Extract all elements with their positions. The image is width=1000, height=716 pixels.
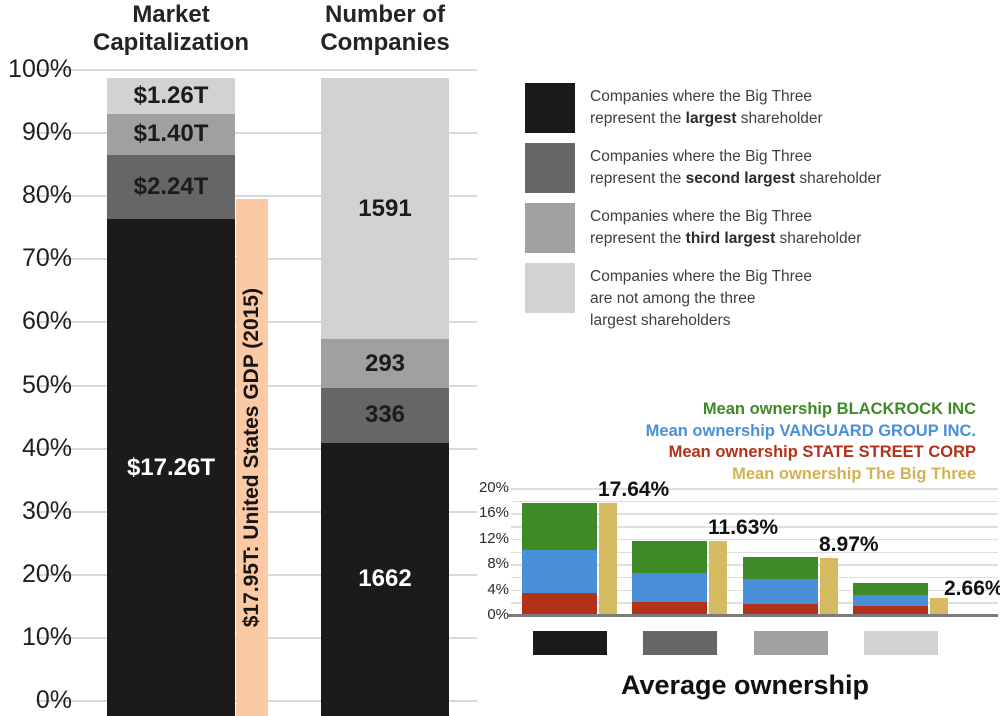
mean-ownership-segment-blackrock (853, 582, 928, 596)
small-chart-gridline (511, 551, 998, 553)
bar-segment-value-label: 1662 (358, 565, 412, 593)
mean-ownership-big-three-bar (820, 558, 838, 615)
legend-line: Companies where the Big Three (590, 148, 813, 165)
mean-ownership-segment-blackrock (743, 556, 818, 580)
legend-text: Companies where the Big Three are not am… (590, 268, 813, 329)
bar-segment: $2.24T (107, 154, 235, 220)
x-category-swatch-light-gray (864, 631, 938, 655)
x-category-swatch-medium-gray (754, 631, 828, 655)
big-chart-y-tick-label: 70% (21, 244, 72, 273)
small-chart-gridline (511, 513, 998, 515)
big-chart-gridline (36, 69, 477, 71)
big-chart-y-tick-label: 50% (21, 370, 72, 399)
mean-ownership-big-three-bar (599, 502, 617, 615)
mean-legend-line-state-street: Mean ownership STATE STREET CORP (668, 443, 976, 461)
bar-segment: 1591 (321, 78, 449, 340)
legend-swatch-black (525, 83, 575, 133)
mean-ownership-segment-state_street (743, 604, 818, 615)
bar-segment-value-label: $1.40T (133, 120, 209, 148)
small-chart-y-tick-label: 20% (478, 479, 509, 496)
mean-ownership-segment-vanguard (632, 573, 707, 602)
mean-legend-line-big-three: Mean ownership The Big Three (732, 464, 976, 483)
legend-item-second-largest: Companies where the Big Three represent … (525, 143, 985, 195)
big-three-value-label: 17.64% (598, 477, 670, 501)
legend-item-third-largest: Companies where the Big Three represent … (525, 203, 985, 255)
mean-ownership-legend: Mean ownership BLACKROCK INC Mean owners… (576, 399, 976, 485)
big-three-value-label: 2.66% (944, 577, 1000, 601)
small-chart-y-tick-label: 12% (478, 529, 509, 547)
mean-ownership-segment-blackrock (522, 503, 597, 551)
big-chart-y-tick-label: 80% (21, 181, 72, 210)
mean-ownership-segment-state_street (853, 606, 928, 615)
small-chart-title: Average ownership (620, 670, 870, 700)
legend-line: Companies where the Big Three (590, 268, 813, 285)
bar-segment: 336 (321, 387, 449, 443)
mean-ownership-big-three-bar (930, 598, 948, 615)
bar-segment: 293 (321, 339, 449, 388)
legend-swatch-light-gray (525, 263, 575, 313)
small-chart-x-axis-line (508, 614, 998, 617)
legend-item-not-among-three: Companies where the Big Three are not am… (525, 263, 985, 329)
legend-text: Companies where the Big Three represent … (590, 208, 862, 247)
column-title-number-of-companies: Number of Companies (320, 1, 450, 56)
big-three-value-label: 11.63% (708, 516, 779, 540)
small-chart-gridline (511, 538, 998, 541)
big-chart-gridline (36, 132, 477, 135)
legend-text: Companies where the Big Three represent … (590, 88, 823, 127)
big-chart-y-tick-label: 40% (21, 433, 72, 462)
bar-segment-value-label: $1.26T (133, 82, 209, 110)
mean-ownership-segment-vanguard (743, 579, 818, 605)
bar-segment-value-label: $17.26T (126, 453, 216, 481)
legend-item-largest: Companies where the Big Three represent … (525, 83, 985, 135)
mean-ownership-segment-state_street (522, 593, 597, 615)
mean-legend-line-vanguard: Mean ownership VANGUARD GROUP INC. (645, 421, 976, 440)
bar-segment: 1662 (321, 442, 449, 716)
big-three-value-label: 8.97% (819, 533, 879, 557)
small-chart-gridline (511, 488, 998, 490)
bar-segment-value-label: $2.24T (133, 172, 209, 200)
legend-line: Companies where the Big Three (590, 208, 813, 225)
big-chart-gridline (36, 195, 477, 198)
big-chart-y-tick-label: 30% (21, 496, 72, 525)
small-chart-y-tick-label: 4% (487, 580, 509, 598)
mean-ownership-segment-vanguard (522, 550, 597, 594)
big-chart-y-tick-label: 10% (21, 622, 72, 651)
mean-ownership-big-three-bar (709, 541, 727, 615)
column-title-market-capitalization: Market Capitalization (92, 1, 249, 56)
mean-legend-line-blackrock: Mean ownership BLACKROCK INC (702, 400, 976, 418)
small-chart-gridline (511, 526, 998, 528)
small-chart-gridline (511, 500, 998, 503)
small-chart-y-tick-label: 8% (487, 555, 509, 573)
legend-swatch-medium-gray (525, 203, 575, 253)
legend-swatch-dark-gray (525, 143, 575, 193)
bar-segment-value-label: 336 (364, 401, 406, 429)
legend-line: Companies where the Big Three (590, 88, 813, 105)
big-chart-y-tick-label: 90% (21, 118, 72, 147)
small-chart-y-tick-label: 16% (478, 504, 509, 522)
bar-segment: $17.26T (107, 219, 235, 716)
small-chart-y-tick-label: 0% (487, 606, 509, 623)
x-category-swatch-black (533, 631, 607, 655)
gdp-reference-bar: $17.95T: United States GDP (2015) (236, 199, 268, 716)
big-chart-y-tick-label: 100% (8, 55, 72, 83)
bar-segment: $1.26T (107, 78, 235, 115)
big-chart-y-tick-label: 0% (35, 686, 72, 714)
big-chart-y-tick-label: 20% (21, 559, 72, 588)
bar-segment: $1.40T (107, 114, 235, 155)
mean-ownership-segment-vanguard (853, 595, 928, 607)
gdp-reference-label: $17.95T: United States GDP (2015) (240, 287, 263, 628)
mean-ownership-segment-state_street (632, 601, 707, 615)
big-chart-y-tick-label: 60% (21, 307, 72, 336)
bar-segment-value-label: 293 (364, 349, 406, 377)
legend-text: Companies where the Big Three represent … (590, 148, 882, 187)
bar-segment-value-label: 1591 (358, 194, 412, 222)
mean-ownership-segment-blackrock (632, 540, 707, 574)
x-category-swatch-dark-gray (643, 631, 717, 655)
